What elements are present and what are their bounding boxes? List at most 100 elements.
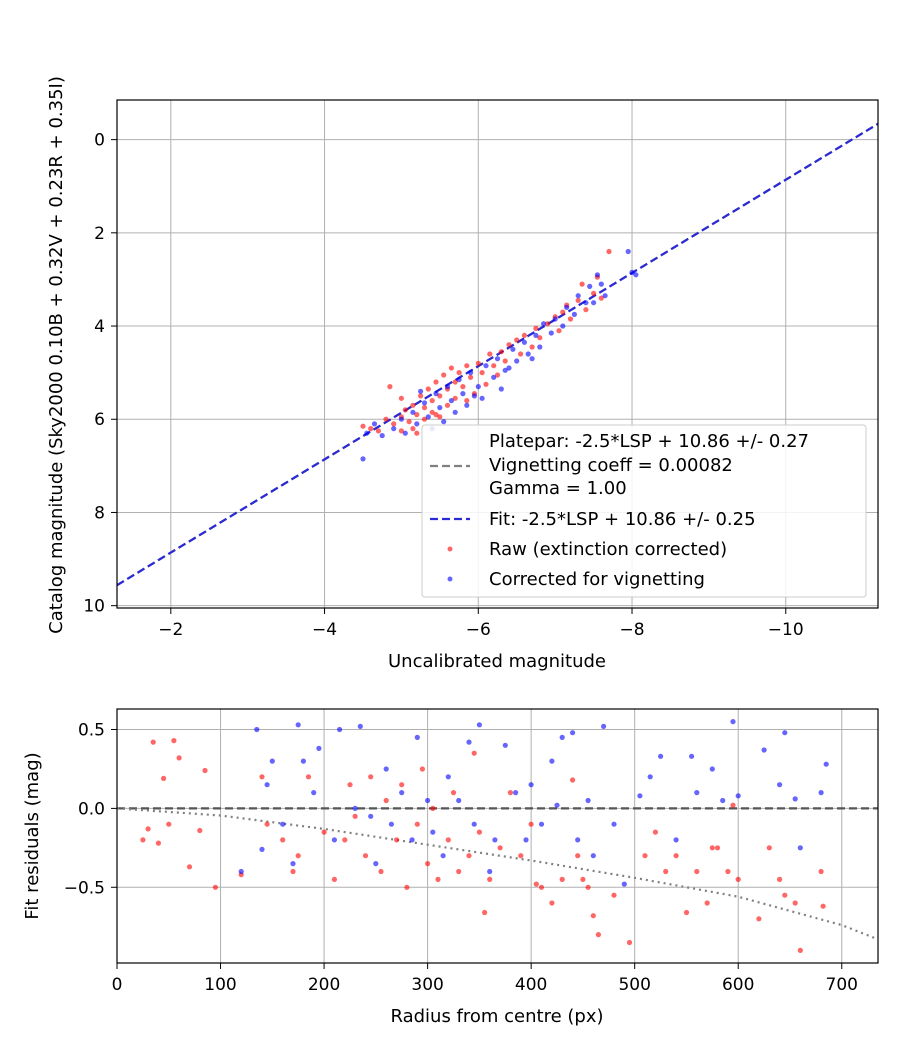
bottom-point-raw [378, 868, 384, 875]
top-point-corrected [625, 248, 631, 255]
top-point-raw [479, 370, 485, 376]
bottom-point-raw [140, 837, 146, 843]
bottom-point-raw [782, 892, 788, 898]
top-y-tick-label: 8 [94, 503, 105, 523]
top-point-raw [421, 405, 428, 411]
top-point-corrected [583, 300, 589, 306]
top-ticks: −2 −4 −6 −8 −10 0 2 4 6 8 10 [83, 131, 803, 640]
top-point-raw [491, 363, 497, 369]
bottom-point-raw [528, 821, 534, 827]
top-point-corrected [560, 323, 566, 329]
bottom-point-raw [197, 827, 203, 834]
bottom-point-corrected [761, 747, 767, 753]
top-point-raw [502, 358, 508, 364]
top-point-raw [410, 426, 416, 432]
bottom-point-raw [186, 864, 193, 870]
bottom-point-raw [725, 868, 731, 875]
top-x-tick-label: −8 [619, 620, 644, 640]
bottom-y-axis-label: Fit residuals (mag) [22, 752, 43, 919]
bottom-point-corrected [523, 837, 529, 843]
bottom-point-raw [150, 739, 156, 745]
top-point-raw [433, 379, 439, 385]
bottom-point-corrected [264, 782, 270, 788]
bottom-point-raw [435, 876, 441, 883]
bottom-point-corrected [513, 790, 519, 796]
top-point-raw [483, 381, 489, 387]
bottom-point-corrected [383, 766, 389, 772]
top-x-tick-label: −4 [312, 620, 337, 640]
top-point-raw [460, 384, 466, 390]
top-point-corrected [468, 370, 474, 376]
bottom-x-tick-label: 400 [515, 975, 547, 995]
top-point-raw [514, 337, 520, 343]
bottom-point-corrected [311, 790, 317, 796]
bottom-point-raw [471, 750, 477, 756]
top-point-corrected [379, 433, 385, 439]
top-point-raw [452, 395, 458, 401]
bottom-point-corrected [647, 774, 653, 780]
bottom-point-corrected [575, 837, 581, 843]
bottom-point-corrected [259, 846, 265, 853]
top-point-corrected [360, 456, 366, 462]
top-point-corrected [514, 358, 520, 364]
top-point-corrected [521, 339, 528, 345]
bottom-point-raw [570, 777, 576, 783]
top-y-tick-label: 2 [94, 224, 105, 244]
top-point-corrected [529, 356, 535, 362]
bottom-point-corrected [823, 761, 829, 767]
top-points [360, 248, 639, 462]
bottom-point-raw [450, 790, 457, 796]
bottom-point-raw [394, 837, 400, 843]
bottom-point-corrected [730, 719, 736, 725]
bottom-point-corrected [611, 821, 617, 827]
bottom-point-corrected [585, 797, 591, 804]
bottom-point-raw [538, 884, 545, 890]
top-point-raw [506, 342, 512, 348]
top-point-corrected [444, 384, 451, 390]
top-point-corrected [391, 426, 397, 432]
top-point-corrected [525, 351, 531, 357]
top-point-corrected [437, 405, 443, 411]
bottom-point-corrected [466, 739, 472, 745]
bottom-point-raw [595, 932, 602, 938]
top-point-raw [452, 379, 458, 385]
bottom-point-raw [456, 868, 462, 875]
top-point-raw [498, 349, 504, 355]
bottom-point-raw [730, 802, 736, 808]
top-point-corrected [533, 332, 539, 338]
bottom-point-raw [663, 868, 669, 875]
top-point-raw [448, 365, 454, 371]
bottom-chart: 0 100 200 300 400 500 600 700 0.5 0.0 −0.5 Radius … [22, 708, 879, 1027]
top-point-raw [360, 423, 366, 429]
bottom-point-corrected [709, 766, 715, 772]
bottom-point-corrected [502, 742, 508, 748]
bottom-point-raw [425, 861, 431, 867]
bottom-point-raw [212, 884, 218, 890]
bottom-point-raw [404, 884, 410, 890]
bottom-point-corrected [414, 734, 420, 741]
top-point-corrected [371, 421, 378, 427]
top-line-1 [116, 122, 879, 587]
bottom-point-raw [559, 876, 565, 883]
bottom-point-corrected [368, 813, 374, 819]
top-point-corrected [418, 388, 424, 394]
legend-corrected: Corrected for vignetting [489, 569, 705, 590]
top-point-raw [556, 328, 562, 334]
top-point-corrected [441, 419, 447, 425]
bottom-x-tick-label: 600 [722, 975, 754, 995]
top-point-raw [598, 295, 604, 301]
top-point-corrected [460, 391, 466, 397]
bottom-point-corrected [590, 853, 596, 859]
top-point-raw [437, 414, 443, 420]
top-y-tick-label: 0 [94, 131, 105, 151]
bottom-point-corrected [554, 802, 560, 808]
bottom-point-raw [549, 900, 555, 906]
top-point-corrected [629, 269, 635, 275]
bottom-point-raw [145, 826, 151, 832]
bottom-point-raw [694, 868, 700, 875]
bottom-point-corrected [570, 730, 576, 736]
top-point-corrected [552, 316, 558, 322]
top-point-raw [468, 374, 474, 380]
bottom-point-corrected [331, 837, 337, 843]
bottom-point-raw [507, 790, 513, 796]
